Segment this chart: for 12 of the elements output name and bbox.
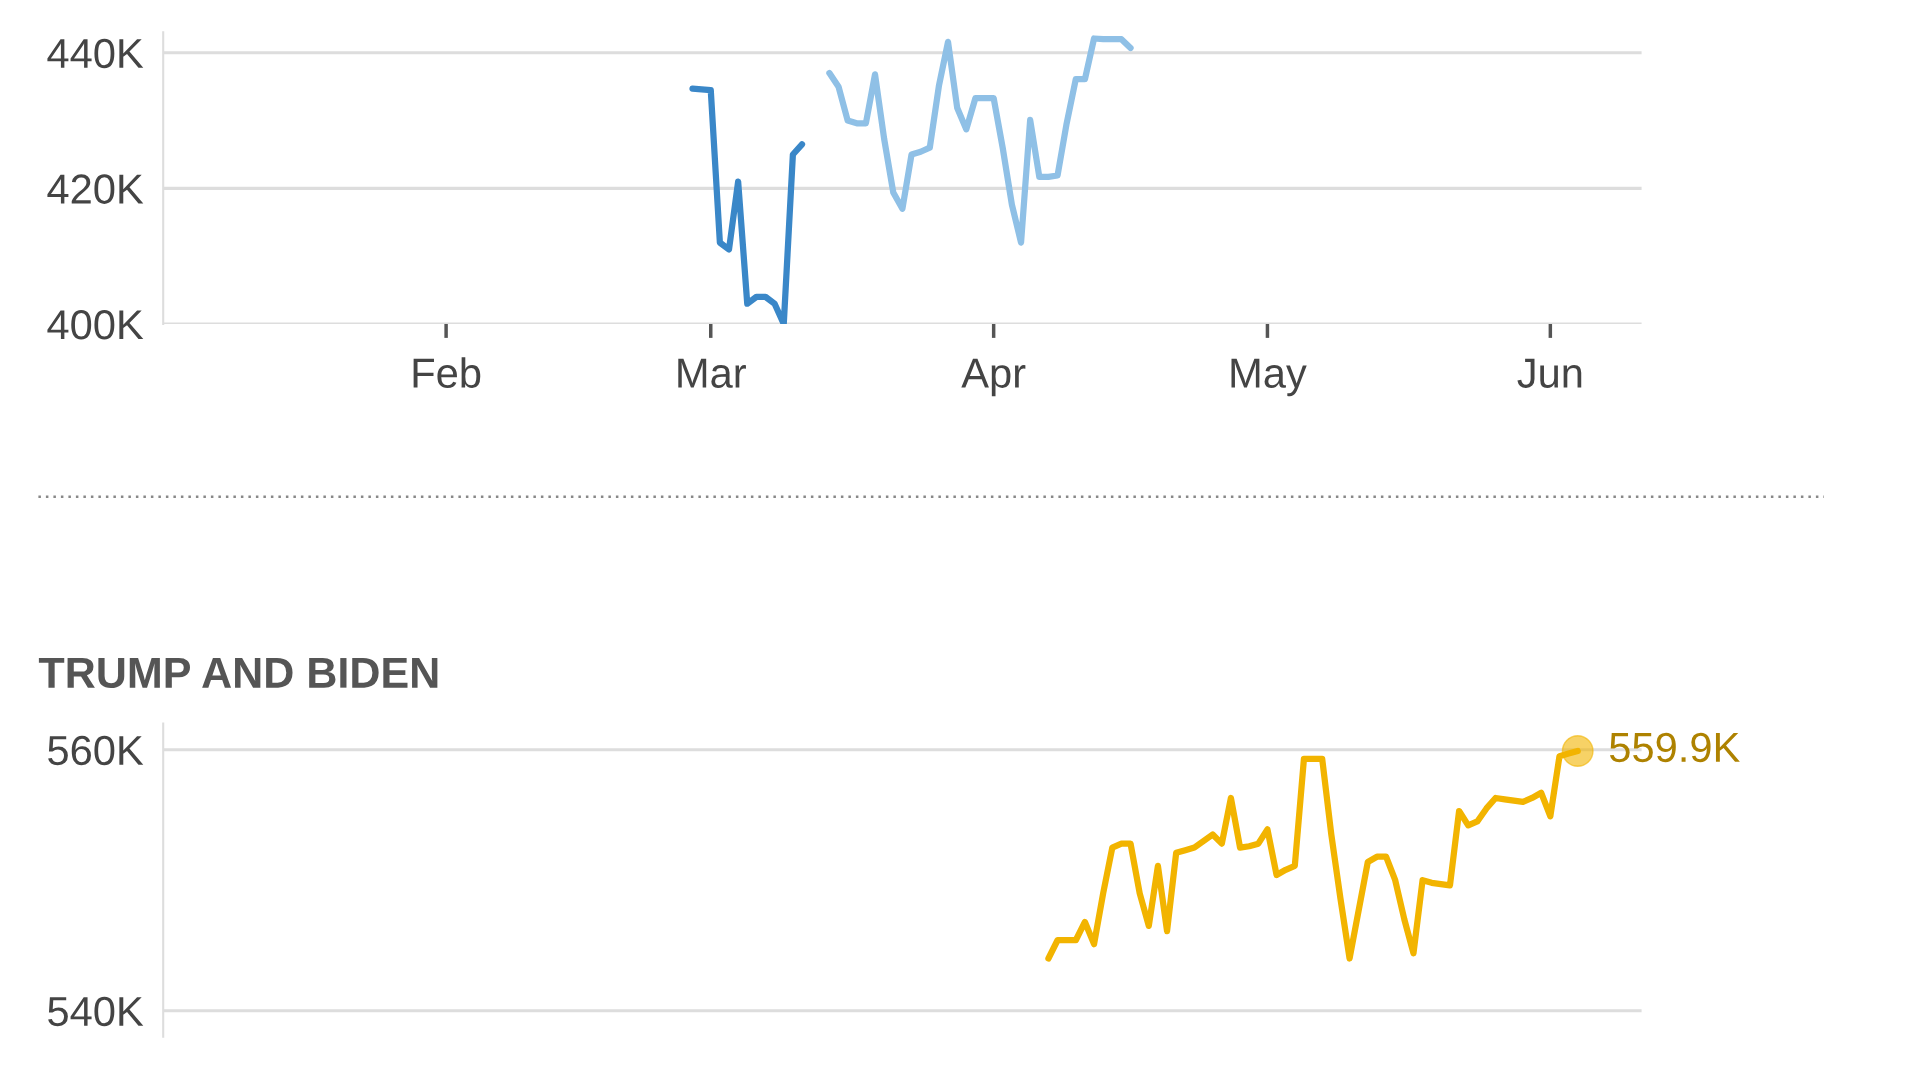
y-tick-label: 560K [48, 735, 144, 766]
x-tick-label: May [1231, 358, 1307, 397]
chart-title: TRUMP AND BIDEN [38, 658, 438, 689]
x-tick-label: Feb [413, 357, 481, 388]
x-tick-label: Mar [678, 358, 746, 388]
y-tick-label: 400K [47, 310, 144, 340]
data-label: 559.9K [1609, 732, 1740, 763]
y-tick-label: 540K [48, 996, 144, 1027]
y-tick-label: 420K [47, 174, 144, 204]
x-tick-label: Apr [961, 358, 1026, 397]
x-tick-label: Jun [1517, 358, 1582, 388]
y-tick-label: 440K [47, 38, 144, 69]
